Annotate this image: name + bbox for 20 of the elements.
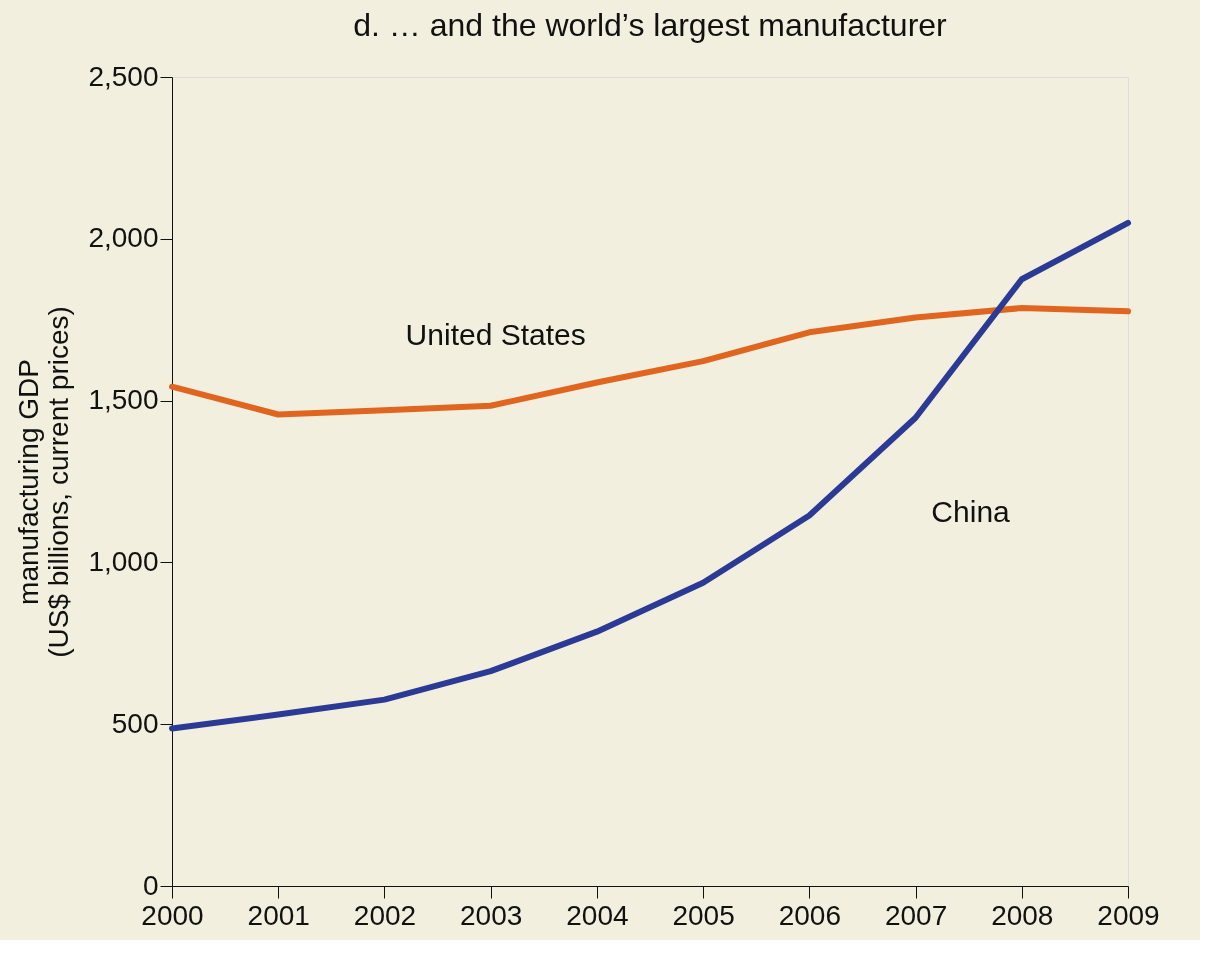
x-tick-label: 2009 [1097,899,1160,931]
chart-title: d. … and the world’s largest manufacturer [353,7,948,43]
x-tick-label: 2002 [353,899,417,931]
y-tick-label: 1,000 [88,545,159,577]
x-tick-label: 2000 [141,899,204,931]
y-axis-title: manufacturing GDP (US$ billions, current prices) [13,306,75,658]
x-tick-label: 2001 [247,899,310,931]
x-tick-label: 2005 [672,899,735,931]
x-tick-label: 2008 [991,899,1054,931]
series-label: United States [405,317,586,351]
text: China [931,494,1011,528]
y-tick-label: 2,000 [88,222,159,254]
y-tick-label: 2,500 [88,60,159,92]
y-tick-label: 0 [142,869,159,901]
x-tick-label: 2006 [778,899,841,931]
y-tick-label: 1,500 [88,384,159,416]
y-tick-label: 500 [111,707,159,739]
x-tick-label: 2007 [884,899,948,931]
x-tick-label: 2004 [566,899,629,931]
x-tick-label: 2003 [460,899,523,931]
